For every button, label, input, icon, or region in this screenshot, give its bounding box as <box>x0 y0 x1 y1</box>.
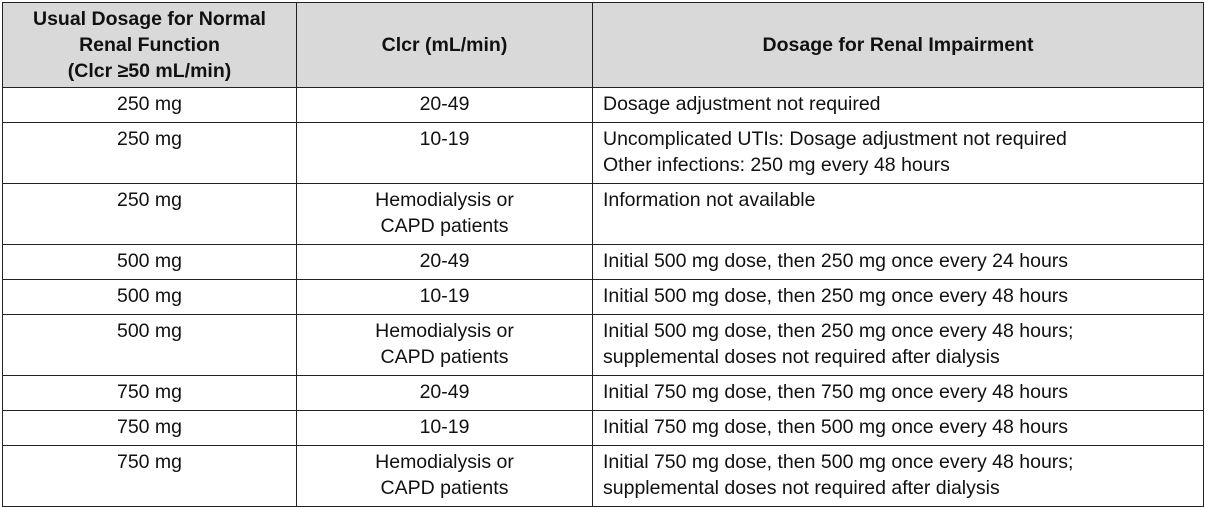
cell-line: Initial 500 mg dose, then 250 mg once ev… <box>603 320 1074 342</box>
cell-line: Hemodialysis or <box>375 320 514 342</box>
cell-line: 10-19 <box>419 128 470 150</box>
cell-adjustment: Information not available <box>592 183 1204 245</box>
table-row: 500 mg 10-19 Initial 500 mg dose, then 2… <box>2 279 1204 315</box>
cell-adjustment: Initial 500 mg dose, then 250 mg once ev… <box>592 279 1204 315</box>
table-row: 250 mg Hemodialysis or CAPD patients Inf… <box>2 183 1204 245</box>
cell-dose: 250 mg <box>2 183 297 245</box>
table-row: 250 mg 10-19 Uncomplicated UTIs: Dosage … <box>2 122 1204 184</box>
header-line: Renal Function <box>79 34 220 56</box>
cell-adjustment: Initial 750 mg dose, then 500 mg once ev… <box>592 445 1204 507</box>
header-line: Dosage for Renal Impairment <box>762 34 1034 56</box>
cell-adjustment: Initial 750 mg dose, then 750 mg once ev… <box>592 375 1204 411</box>
cell-line: 20-49 <box>419 381 470 403</box>
table-row: 250 mg 20-49 Dosage adjustment not requi… <box>2 87 1204 123</box>
table-row: 750 mg 20-49 Initial 750 mg dose, then 7… <box>2 375 1204 411</box>
cell-dose: 500 mg <box>2 279 297 315</box>
cell-line: 20-49 <box>419 250 470 272</box>
cell-adjustment: Initial 500 mg dose, then 250 mg once ev… <box>592 314 1204 376</box>
cell-line: Initial 750 mg dose, then 500 mg once ev… <box>603 451 1074 473</box>
header-clcr: Clcr (mL/min) <box>296 2 593 88</box>
cell-dose: 500 mg <box>2 314 297 376</box>
cell-clcr: 10-19 <box>296 122 593 184</box>
cell-adjustment: Dosage adjustment not required <box>592 87 1204 123</box>
cell-clcr: 20-49 <box>296 87 593 123</box>
cell-line: Initial 500 mg dose, then 250 mg once ev… <box>603 285 1069 307</box>
table-row: 750 mg Hemodialysis or CAPD patients Ini… <box>2 445 1204 507</box>
table-row: 500 mg 20-49 Initial 500 mg dose, then 2… <box>2 244 1204 280</box>
cell-clcr: Hemodialysis or CAPD patients <box>296 445 593 507</box>
header-usual-dosage: Usual Dosage for Normal Renal Function (… <box>2 2 297 88</box>
cell-line: Hemodialysis or <box>375 189 514 211</box>
cell-dose: 750 mg <box>2 375 297 411</box>
cell-line: Initial 750 mg dose, then 500 mg once ev… <box>603 416 1069 438</box>
cell-adjustment: Uncomplicated UTIs: Dosage adjustment no… <box>592 122 1204 184</box>
cell-line: Dosage adjustment not required <box>603 93 881 115</box>
cell-line: Initial 500 mg dose, then 250 mg once ev… <box>603 250 1069 272</box>
header-line: Clcr (mL/min) <box>381 34 508 56</box>
header-line: (Clcr ≥50 mL/min) <box>67 60 232 82</box>
cell-adjustment: Initial 750 mg dose, then 500 mg once ev… <box>592 410 1204 446</box>
cell-line: 20-49 <box>419 93 470 115</box>
header-row: Usual Dosage for Normal Renal Function (… <box>2 2 1204 88</box>
cell-clcr: Hemodialysis or CAPD patients <box>296 183 593 245</box>
cell-line: Information not available <box>603 189 816 211</box>
cell-line: supplemental doses not required after di… <box>603 346 1000 368</box>
table-row: 500 mg Hemodialysis or CAPD patients Ini… <box>2 314 1204 376</box>
cell-line: Uncomplicated UTIs: Dosage adjustment no… <box>603 128 1067 150</box>
cell-clcr: 10-19 <box>296 410 593 446</box>
cell-line: Initial 750 mg dose, then 750 mg once ev… <box>603 381 1069 403</box>
header-renal-impairment: Dosage for Renal Impairment <box>592 2 1204 88</box>
cell-dose: 250 mg <box>2 87 297 123</box>
cell-dose: 750 mg <box>2 445 297 507</box>
cell-line: supplemental doses not required after di… <box>603 477 1000 499</box>
cell-line: CAPD patients <box>380 215 509 237</box>
cell-line: 10-19 <box>419 416 470 438</box>
cell-line: Hemodialysis or <box>375 451 514 473</box>
cell-dose: 500 mg <box>2 244 297 280</box>
header-line: Usual Dosage for Normal <box>33 8 266 30</box>
table-row: 750 mg 10-19 Initial 750 mg dose, then 5… <box>2 410 1204 446</box>
cell-clcr: 20-49 <box>296 244 593 280</box>
cell-clcr: 20-49 <box>296 375 593 411</box>
cell-line: CAPD patients <box>380 477 509 499</box>
cell-line: Other infections: 250 mg every 48 hours <box>603 154 950 176</box>
cell-adjustment: Initial 500 mg dose, then 250 mg once ev… <box>592 244 1204 280</box>
cell-dose: 250 mg <box>2 122 297 184</box>
cell-clcr: Hemodialysis or CAPD patients <box>296 314 593 376</box>
cell-line: CAPD patients <box>380 346 509 368</box>
cell-line: 10-19 <box>419 285 470 307</box>
cell-dose: 750 mg <box>2 410 297 446</box>
cell-clcr: 10-19 <box>296 279 593 315</box>
